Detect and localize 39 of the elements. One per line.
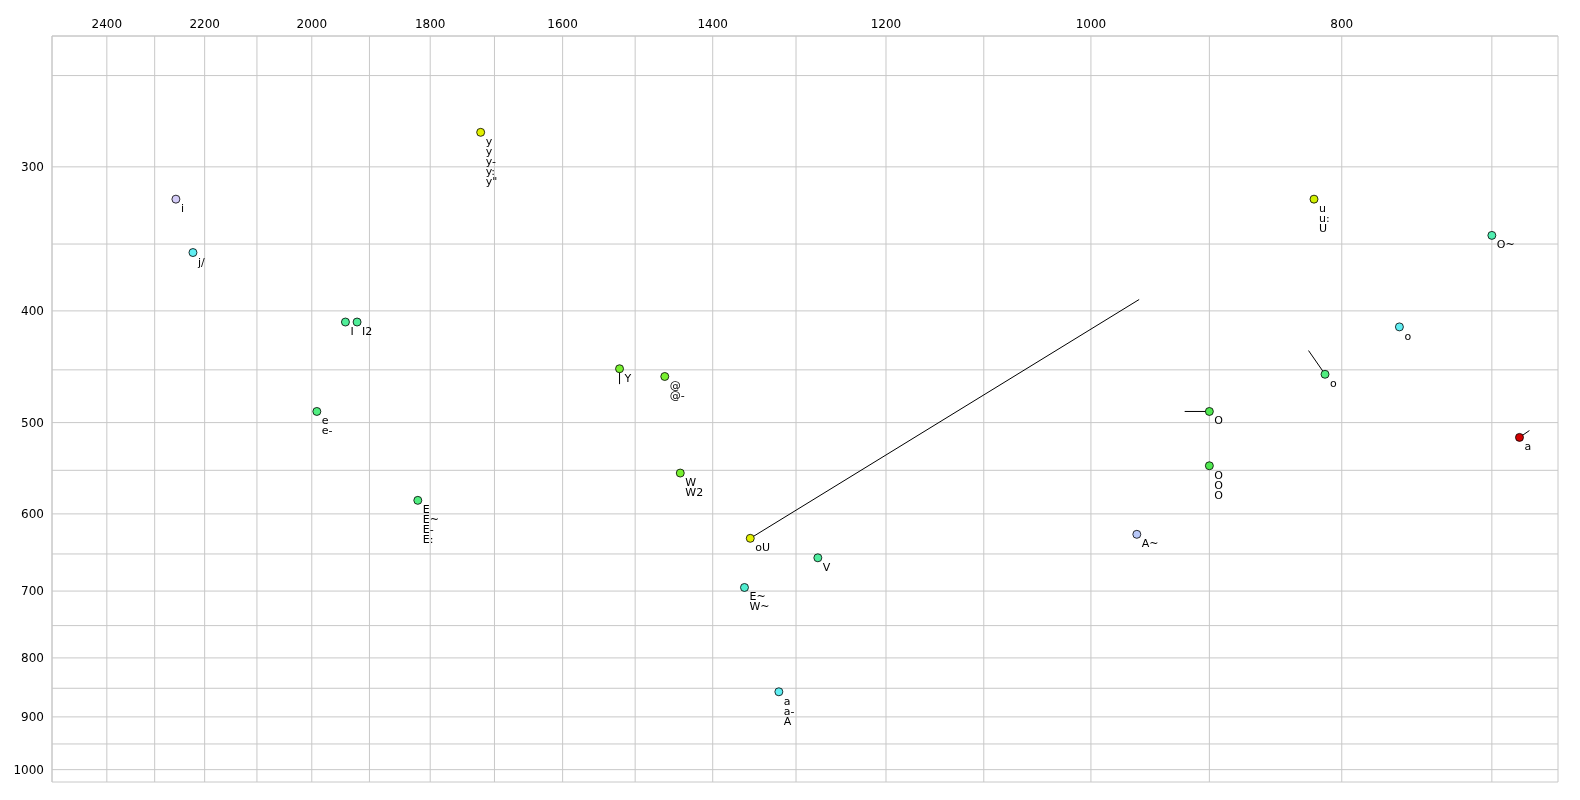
y-tick-label: 600 <box>21 507 44 522</box>
y-tick-label: 300 <box>21 160 44 175</box>
y-tick-label: 1000 <box>13 762 44 777</box>
y-tick-label: 500 <box>21 415 44 430</box>
annotation: O~ <box>1496 238 1515 252</box>
annotation: O <box>1214 414 1224 428</box>
annotation: O O O <box>1214 468 1224 502</box>
annotation: I2 <box>362 325 373 339</box>
annotation: E E~ E- E: <box>422 503 439 547</box>
annotation: W W2 <box>685 476 704 500</box>
annotation: e e- <box>321 414 333 438</box>
annotation: o <box>1330 377 1338 391</box>
x-tick-label: 1000 <box>1075 17 1107 31</box>
y-tick-label: 700 <box>21 584 44 599</box>
annotation: Y <box>623 371 632 385</box>
x-tick-label: 2000 <box>296 17 328 31</box>
annotation: a <box>1524 440 1532 454</box>
x-tick-label: 1600 <box>547 17 578 31</box>
annotation: @ @- <box>669 379 685 403</box>
x-tick-label: 2200 <box>189 17 220 31</box>
y-tick-label: 900 <box>21 710 44 725</box>
annotation: y y y- y: y" <box>485 135 498 189</box>
annotation: E~ W~ <box>749 590 770 614</box>
annotation: V <box>822 560 831 574</box>
annotation: I <box>350 325 354 339</box>
annotation: a a- A <box>783 694 795 728</box>
y-tick-label: 400 <box>21 304 44 319</box>
x-tick-label: 1200 <box>870 17 902 31</box>
x-tick-label: 800 <box>1330 17 1354 31</box>
annotation: j/ <box>196 255 206 269</box>
x-tick-label: 2400 <box>91 17 123 31</box>
annotation: oU <box>755 541 771 555</box>
annotation: i <box>180 202 184 216</box>
x-tick-label: 1800 <box>414 17 446 31</box>
x-tick-label: 1400 <box>697 17 728 31</box>
annotation: u u: U <box>1319 202 1330 236</box>
annotation: A~ <box>1141 537 1159 551</box>
y-tick-label: 800 <box>21 651 44 666</box>
annotation: o <box>1404 329 1412 343</box>
